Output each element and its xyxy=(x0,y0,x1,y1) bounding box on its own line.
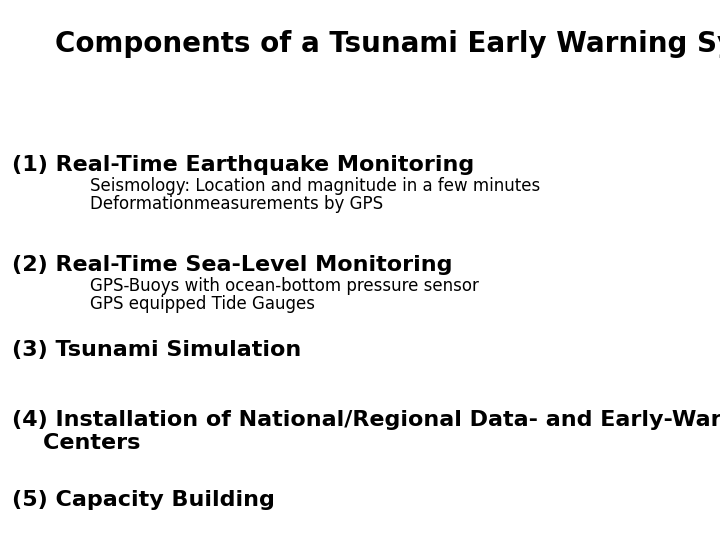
Text: (4) Installation of National/Regional Data- and Early-Warning
    Centers: (4) Installation of National/Regional Da… xyxy=(12,410,720,453)
Text: (5) Capacity Building: (5) Capacity Building xyxy=(12,490,275,510)
Text: Deformationmeasurements by GPS: Deformationmeasurements by GPS xyxy=(90,195,383,213)
Text: GPS equipped Tide Gauges: GPS equipped Tide Gauges xyxy=(90,295,315,313)
Text: (1) Real-Time Earthquake Monitoring: (1) Real-Time Earthquake Monitoring xyxy=(12,155,474,175)
Text: Seismology: Location and magnitude in a few minutes: Seismology: Location and magnitude in a … xyxy=(90,177,540,195)
Text: GPS-Buoys with ocean-bottom pressure sensor: GPS-Buoys with ocean-bottom pressure sen… xyxy=(90,277,479,295)
Text: Components of a Tsunami Early Warning System: Components of a Tsunami Early Warning Sy… xyxy=(55,30,720,58)
Text: (3) Tsunami Simulation: (3) Tsunami Simulation xyxy=(12,340,301,360)
Text: (2) Real-Time Sea-Level Monitoring: (2) Real-Time Sea-Level Monitoring xyxy=(12,255,452,275)
